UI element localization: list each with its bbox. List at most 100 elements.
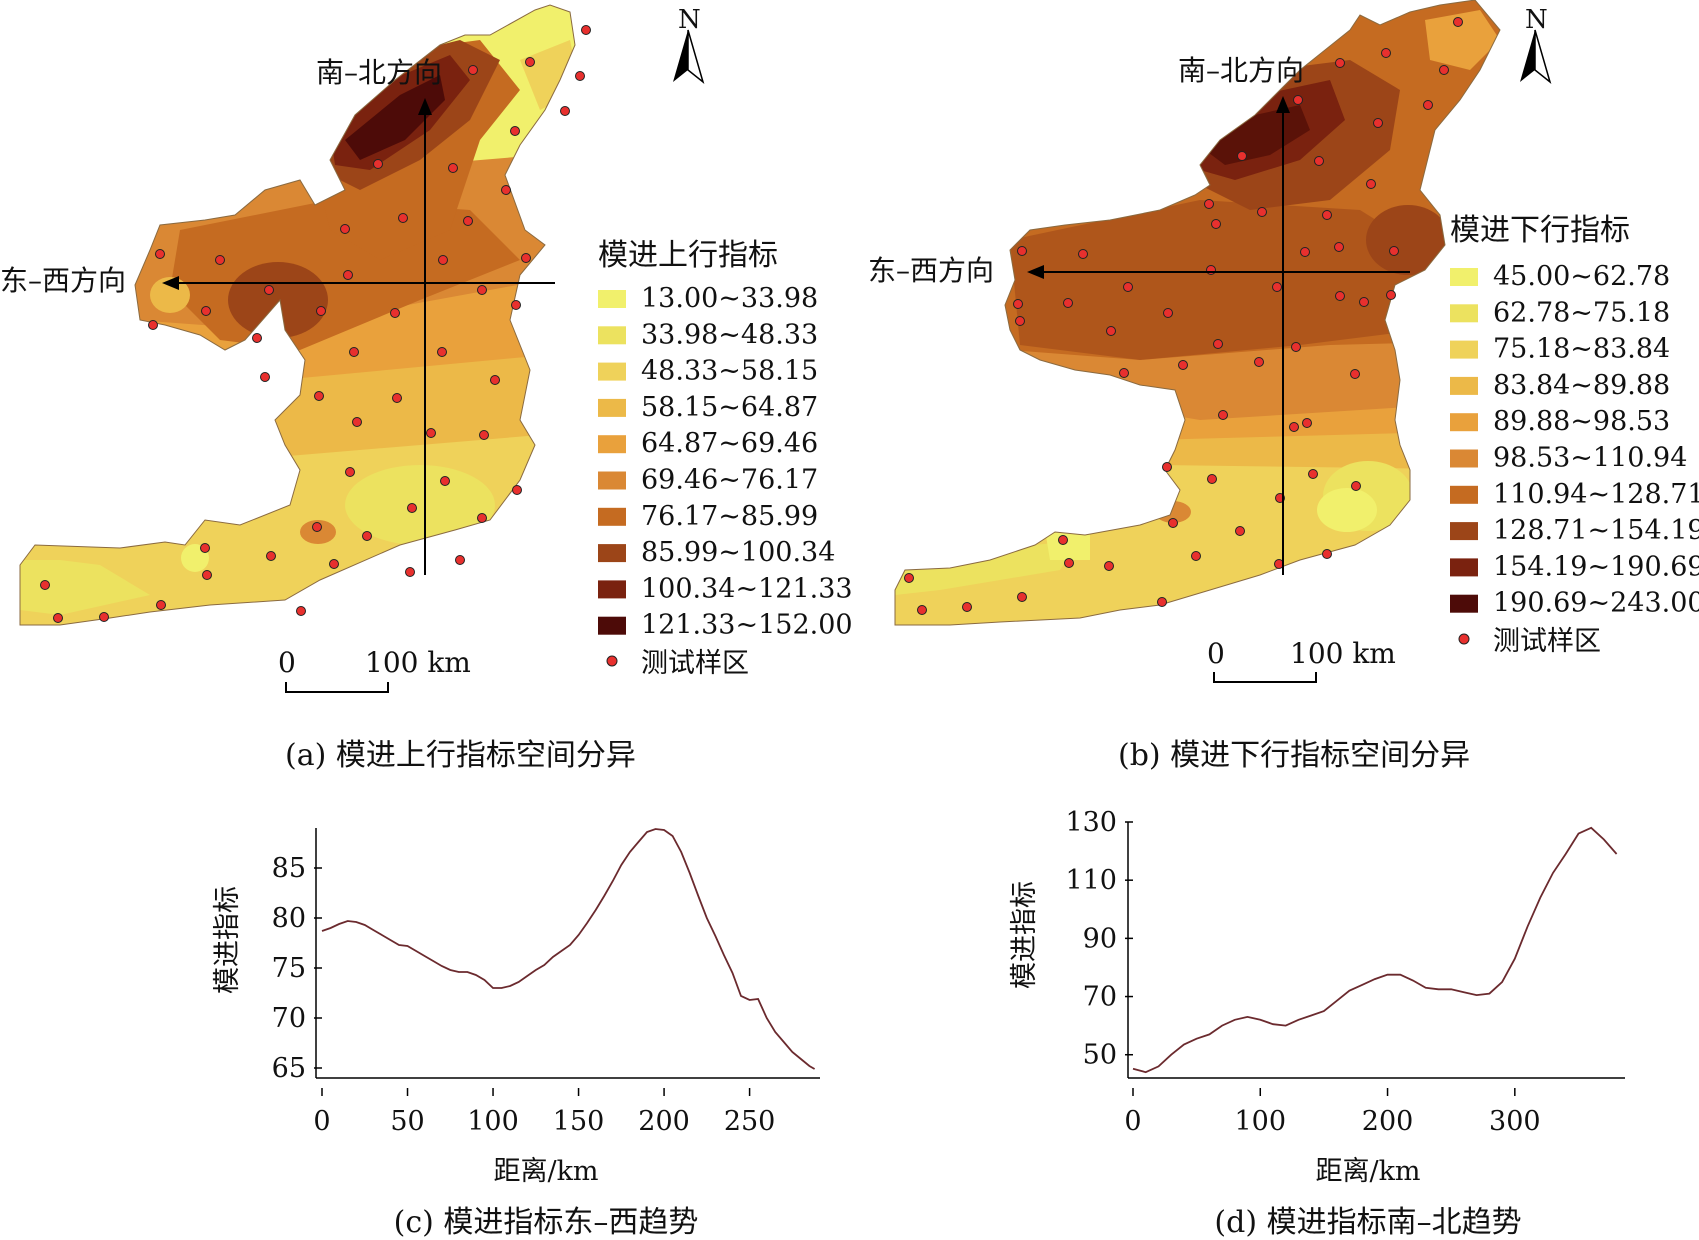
sample-point: [1308, 469, 1318, 479]
sample-point: [1162, 462, 1172, 472]
sample-point: [264, 285, 274, 295]
x-tick-label: 250: [724, 1106, 776, 1137]
x-tick-label: 100: [1234, 1106, 1286, 1137]
sample-point: [1335, 58, 1345, 68]
sample-point: [202, 570, 212, 580]
sample-point: [1015, 316, 1025, 326]
sample-point: [215, 255, 225, 265]
sample-point: [266, 551, 276, 561]
legend-label: 110.94~128.71: [1493, 479, 1699, 510]
sample-point: [1289, 422, 1299, 432]
legend-swatch: [598, 471, 626, 490]
sample-point: [1453, 17, 1463, 27]
sample-point: [200, 543, 210, 553]
trend-line-ew: [321, 828, 816, 1070]
sample-point: [296, 606, 306, 616]
sample-point: [1257, 207, 1267, 217]
sample-point: [575, 71, 585, 81]
sample-point: [426, 428, 436, 438]
sample-point: [1163, 308, 1173, 318]
legend-label: 62.78~75.18: [1493, 297, 1670, 328]
y-tick-label: 70: [1083, 982, 1117, 1013]
legend-swatch: [1450, 340, 1478, 359]
y-tick-label: 110: [1065, 865, 1117, 896]
legend-swatch: [1450, 268, 1478, 286]
legend-swatch: [598, 362, 626, 381]
y-tick-label: 75: [272, 953, 306, 984]
sample-point: [437, 347, 447, 357]
legend: 45.00~62.78 62.78~75.18 75.18~83.84 83.84~8…: [1450, 261, 1699, 657]
sample-point: [1119, 368, 1129, 378]
x-tick-label: 0: [313, 1106, 330, 1137]
sample-point: [1123, 282, 1133, 292]
sample-point: [438, 255, 448, 265]
ew-direction-label: 东–西方向: [868, 254, 994, 287]
legend-label: 13.00~33.98: [641, 283, 818, 314]
sample-point: [477, 285, 487, 295]
sample-point: [479, 430, 489, 440]
legend-swatch: [598, 580, 626, 599]
sample-point: [521, 253, 531, 263]
legend-label: 154.19~190.69: [1493, 551, 1699, 582]
sample-point: [405, 567, 415, 577]
x-axis-label: 距离/km: [1315, 1156, 1420, 1187]
sample-point: [1017, 246, 1027, 256]
y-tick-label: 65: [272, 1053, 306, 1084]
legend-label: 89.88~98.53: [1493, 406, 1670, 437]
y-tick-label: 70: [272, 1003, 306, 1034]
sample-point: [1207, 474, 1217, 484]
sample-point: [1204, 199, 1214, 209]
sample-point: [155, 249, 165, 259]
sample-point: [904, 573, 914, 583]
sample-point: [1218, 410, 1228, 420]
y-tick-label: 85: [272, 853, 306, 884]
legend-label: 121.33~152.00: [641, 610, 853, 641]
svg-text:N: N: [1525, 5, 1548, 35]
sample-point: [260, 372, 270, 382]
x-tick-label: 150: [553, 1106, 605, 1137]
legend-label: 76.17~85.99: [641, 501, 818, 532]
legend-swatch: [1450, 594, 1478, 613]
sample-point: [1423, 100, 1433, 110]
legend-label-sample: 测试样区: [1493, 626, 1601, 657]
ew-arrowhead: [162, 276, 179, 290]
sample-point: [511, 300, 521, 310]
sample-point: [314, 391, 324, 401]
sample-point: [1058, 535, 1068, 545]
sample-point: [1064, 558, 1074, 568]
sample-point: [1291, 342, 1301, 352]
sample-point: [1293, 95, 1303, 105]
ew-arrowhead: [1027, 265, 1044, 279]
map-a-caption: (a) 模进上行指标空间分异: [285, 738, 636, 773]
sample-point: [252, 333, 262, 343]
sample-point: [490, 375, 500, 385]
sample-point: [560, 106, 570, 116]
north-arrow-icon: N: [1520, 5, 1552, 85]
sample-point: [1389, 246, 1399, 256]
sample-point: [1063, 298, 1073, 308]
sample-point: [201, 306, 211, 316]
sample-point: [1211, 219, 1221, 229]
svg-text:100 km: 100 km: [365, 646, 471, 679]
x-axis-label: 距离/km: [493, 1156, 598, 1187]
legend-swatch: [1450, 449, 1478, 468]
sample-point: [1106, 326, 1116, 336]
sample-point: [1302, 418, 1312, 428]
sample-point: [525, 57, 535, 67]
legend-swatch: [1450, 485, 1478, 504]
map-a-sample-points: [40, 25, 591, 623]
ns-direction-label: 南–北方向: [316, 56, 442, 89]
map-b: 南–北方向 东–西方向 N 模进下行指标 45.00~62.78 62.78~75…: [868, 0, 1699, 773]
sample-point: [407, 503, 417, 513]
legend-label: 75.18~83.84: [1493, 334, 1670, 365]
legend-swatch: [1450, 413, 1478, 432]
sample-point: [352, 417, 362, 427]
chart-d: 0 100 200 300 50 70 90 110 130 距离/km 模进指标 (d) 模进…: [1009, 807, 1625, 1240]
sample-point: [1178, 360, 1188, 370]
sample-point: [1359, 297, 1369, 307]
sample-point: [1373, 118, 1383, 128]
sample-point: [148, 320, 158, 330]
sample-point: [501, 185, 511, 195]
legend-swatch: [598, 290, 626, 308]
scale-bar: 0 100 km: [1207, 637, 1396, 683]
